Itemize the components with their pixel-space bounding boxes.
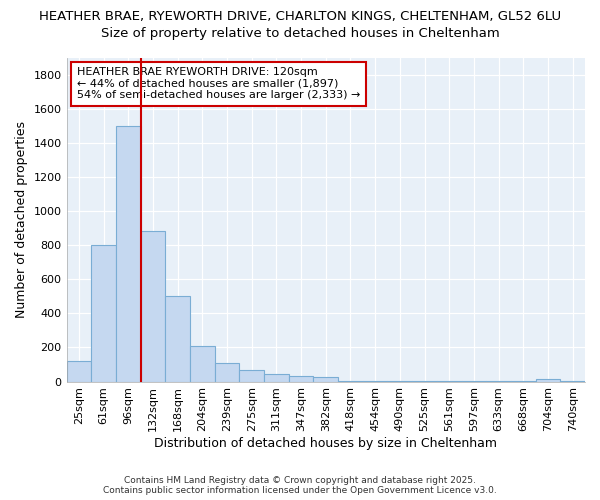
Bar (91, 245, 116, 382)
Bar (363, 380, 388, 382)
Text: Contains HM Land Registry data © Crown copyright and database right 2025.
Contai: Contains HM Land Registry data © Crown c… (103, 476, 497, 495)
Bar (190, 346, 215, 382)
Bar (215, 363, 239, 382)
Bar (313, 378, 338, 382)
Bar (67, 361, 91, 382)
Bar (140, 232, 165, 382)
Bar (486, 380, 511, 382)
Bar (239, 370, 264, 382)
Bar (511, 380, 536, 382)
Bar (338, 380, 363, 382)
Bar (289, 376, 313, 382)
Bar (437, 380, 461, 382)
Bar (536, 379, 560, 382)
Bar (116, 126, 140, 382)
Text: Size of property relative to detached houses in Cheltenham: Size of property relative to detached ho… (101, 28, 499, 40)
Bar (560, 380, 585, 382)
Y-axis label: Number of detached properties: Number of detached properties (15, 121, 28, 318)
Bar (165, 296, 190, 382)
Text: HEATHER BRAE RYEWORTH DRIVE: 120sqm
← 44% of detached houses are smaller (1,897): HEATHER BRAE RYEWORTH DRIVE: 120sqm ← 44… (77, 67, 360, 100)
Bar (388, 380, 412, 382)
Bar (412, 380, 437, 382)
X-axis label: Distribution of detached houses by size in Cheltenham: Distribution of detached houses by size … (154, 437, 497, 450)
Bar (264, 374, 289, 382)
Bar (461, 380, 486, 382)
Text: HEATHER BRAE, RYEWORTH DRIVE, CHARLTON KINGS, CHELTENHAM, GL52 6LU: HEATHER BRAE, RYEWORTH DRIVE, CHARLTON K… (39, 10, 561, 23)
